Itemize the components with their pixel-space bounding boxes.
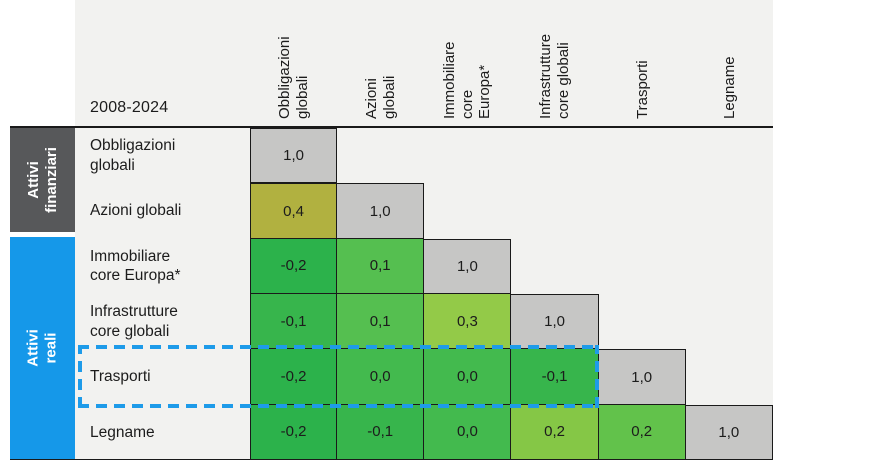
table-bottom-border bbox=[10, 458, 773, 460]
matrix-cell: -0,1 bbox=[511, 349, 599, 405]
row-label-immobiliare-core-europa: Immobiliare core Europa* bbox=[90, 247, 181, 285]
column-header-trasporti: Trasporti bbox=[599, 0, 686, 128]
column-header-label: Trasporti bbox=[633, 60, 651, 119]
column-header-infrastrutture-core-globali: Infrastrutture core globali bbox=[511, 0, 598, 128]
matrix-cell-diagonal: 1,0 bbox=[337, 183, 425, 239]
matrix-cell-diagonal: 1,0 bbox=[424, 238, 512, 295]
column-header-obbligazioni-globali: Obbligazioni globali bbox=[250, 0, 337, 128]
matrix-cell: -0,2 bbox=[250, 349, 338, 405]
table-corner bbox=[10, 0, 75, 128]
matrix-cell-diagonal: 1,0 bbox=[598, 349, 686, 405]
matrix-cell: 0,4 bbox=[250, 183, 338, 239]
matrix-cell: -0,1 bbox=[337, 404, 425, 461]
matrix-cell: -0,2 bbox=[250, 404, 338, 461]
column-header-azioni-globali: Azioni globali bbox=[337, 0, 424, 128]
matrix-cell: -0,2 bbox=[250, 238, 338, 295]
group-block-attivi-finanziari: Attivi finanziari bbox=[10, 128, 75, 232]
column-header-label: Obbligazioni globali bbox=[276, 36, 311, 119]
matrix-cell: 0,0 bbox=[424, 404, 512, 461]
header-divider bbox=[10, 126, 773, 128]
column-header-label: Azioni globali bbox=[363, 75, 398, 119]
column-header-label: Legname bbox=[720, 56, 738, 119]
row-label-legname: Legname bbox=[90, 423, 155, 441]
matrix-cell: 0,3 bbox=[424, 294, 512, 350]
period-label: 2008-2024 bbox=[90, 99, 169, 116]
matrix-cell: -0,1 bbox=[250, 294, 338, 350]
row-label-obbligazioni-globali: Obbligazioni globali bbox=[90, 137, 176, 174]
matrix-cell: 0,0 bbox=[424, 349, 512, 405]
correlation-table: 2008-2024 Obbligazioni globali Azioni gl… bbox=[10, 0, 774, 461]
matrix-cell-diagonal: 1,0 bbox=[250, 128, 338, 184]
row-label-infrastrutture-core-globali: Infrastrutture core globali bbox=[90, 303, 178, 340]
row-label-azioni-globali: Azioni globali bbox=[90, 202, 182, 220]
matrix-cell-diagonal: 1,0 bbox=[685, 404, 773, 461]
group-label: Attivi reali bbox=[24, 329, 60, 367]
column-header-label: Infrastrutture core globali bbox=[537, 33, 572, 119]
column-header-legname: Legname bbox=[686, 0, 773, 128]
matrix-cell: 0,1 bbox=[337, 294, 425, 350]
matrix-cell: 0,2 bbox=[511, 404, 599, 461]
group-label: Attivi finanziari bbox=[24, 147, 60, 213]
group-block-attivi-reali: Attivi reali bbox=[10, 237, 75, 459]
column-header-immobiliare-core-europa: Immobiliare core Europa* bbox=[424, 0, 511, 128]
matrix-cell: 0,1 bbox=[337, 238, 425, 295]
row-label-trasporti: Trasporti bbox=[90, 368, 151, 386]
matrix-cell: 0,2 bbox=[598, 404, 686, 461]
column-header-label: Immobiliare core Europa* bbox=[441, 41, 494, 119]
matrix-cell-diagonal: 1,0 bbox=[511, 294, 599, 350]
matrix-cell: 0,0 bbox=[337, 349, 425, 405]
